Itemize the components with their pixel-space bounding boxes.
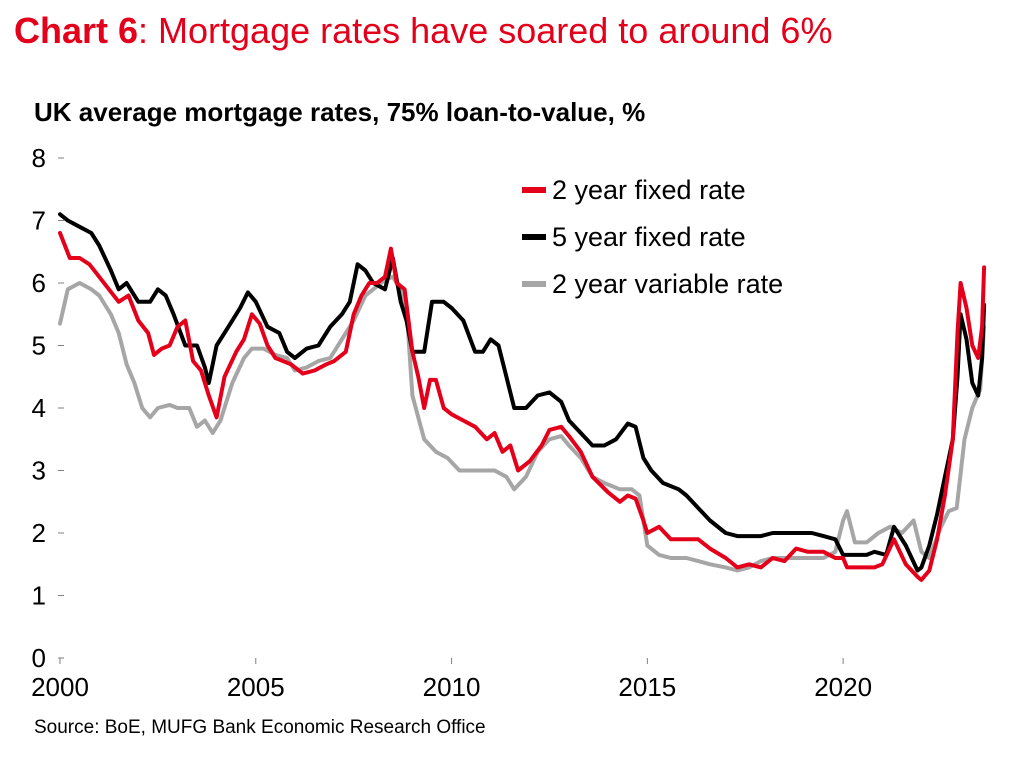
x-tick-label-2000: 2000: [31, 672, 89, 702]
legend-label-5-year-fixed-rate: 5 year fixed rate: [552, 222, 746, 252]
source-note: Source: BoE, MUFG Bank Economic Research…: [34, 717, 486, 738]
y-tick-label-5: 5: [32, 331, 46, 361]
series-line-2-year-fixed-rate: [58, 231, 987, 582]
chart-title: UK average mortgage rates, 75% loan-to-v…: [34, 97, 646, 127]
y-tick-label-8: 8: [32, 143, 46, 173]
legend-label-2-year-variable-rate: 2 year variable rate: [552, 269, 783, 299]
x-tick-label-2005: 2005: [227, 672, 285, 702]
y-tick-label-4: 4: [32, 393, 46, 423]
x-tick-label-2015: 2015: [618, 672, 676, 702]
y-tick-label-2: 2: [32, 518, 46, 548]
y-tick-label-6: 6: [32, 268, 46, 298]
x-tick-label-2010: 2010: [423, 672, 481, 702]
y-tick-label-7: 7: [32, 206, 46, 236]
chart-headline: : Mortgage rates have soared to around 6…: [138, 10, 833, 51]
y-tick-label-0: 0: [32, 643, 46, 673]
chart-header: Chart 6: Mortgage rates have soared to a…: [14, 10, 832, 52]
chart-number: Chart 6: [14, 10, 139, 51]
x-tick-label-2020: 2020: [814, 672, 872, 702]
series-line-2-year-variable-rate: [58, 274, 987, 573]
y-tick-label-1: 1: [32, 581, 46, 611]
series-line-5-year-fixed-rate: [58, 212, 987, 573]
legend-label-2-year-fixed-rate: 2 year fixed rate: [552, 175, 746, 205]
y-tick-label-3: 3: [32, 456, 46, 486]
